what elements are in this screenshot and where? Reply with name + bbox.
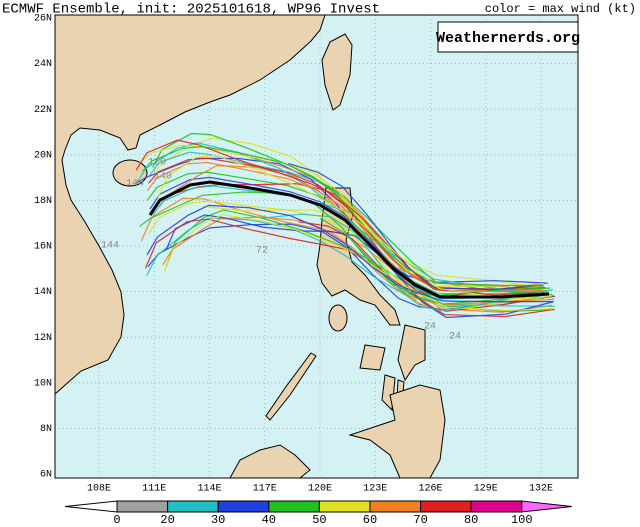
track-label: 144 <box>126 179 144 190</box>
lat-label: 8N <box>40 424 52 435</box>
lat-label: 14N <box>34 287 52 298</box>
ensemble-track <box>262 213 554 312</box>
watermark-box <box>437 21 579 53</box>
frame <box>54 14 579 479</box>
tracks <box>134 132 556 319</box>
lon-label: 111E <box>142 484 166 495</box>
lat-label: 18N <box>34 196 52 207</box>
lon-label: 123E <box>363 484 387 495</box>
colorbar-under <box>64 500 118 513</box>
lat-label: 10N <box>34 378 52 389</box>
watermark: Weathernerds.org <box>436 30 580 47</box>
lat-label: 16N <box>34 242 52 253</box>
lat-label: 6N <box>40 470 52 481</box>
lat-label: 26N <box>34 14 52 25</box>
lon-label: 114E <box>197 484 221 495</box>
colorbar-tick-label: 60 <box>363 513 377 527</box>
ensemble-track <box>144 218 556 318</box>
colorbar-segment <box>369 500 422 513</box>
colorbar-segment <box>268 500 320 513</box>
colorbar-tick-label: 20 <box>160 513 174 527</box>
title: ECMWF Ensemble, init: 2025101618, WP96 I… <box>2 2 380 18</box>
track-labels: 120 140 144 72 144 24 24 <box>101 158 461 343</box>
ensemble-track <box>165 214 554 319</box>
lon-label: 120E <box>308 484 332 495</box>
colorbar-segment <box>420 500 472 513</box>
colorbar-tick-label: 80 <box>464 513 478 527</box>
track-label: 144 <box>101 241 119 252</box>
lat-label: 24N <box>34 59 52 70</box>
lat-label: 12N <box>34 333 52 344</box>
land <box>321 33 353 111</box>
land <box>229 444 311 479</box>
legend-caption: color = max wind (kt) <box>485 2 636 16</box>
track-label: 24 <box>424 322 436 333</box>
lat-label: 20N <box>34 150 52 161</box>
land <box>397 324 426 382</box>
colorbar-tick-label: 50 <box>312 513 326 527</box>
ensemble-track <box>152 132 544 294</box>
colorbar-segment <box>116 500 169 513</box>
map: 120 140 144 72 144 24 24 Weathernerds.org <box>54 14 580 479</box>
ensemble-track <box>148 200 552 307</box>
colorbar-segment <box>167 500 219 513</box>
ensemble-track <box>146 204 553 303</box>
lon-label: 108E <box>87 484 111 495</box>
mean-track <box>148 180 550 299</box>
land <box>328 304 348 332</box>
colorbar: 0 20 30 40 50 60 70 80 100 <box>64 500 572 527</box>
track-label: 140 <box>154 172 172 183</box>
colorbar-segment <box>217 500 270 513</box>
colorbar-tick-label: 70 <box>413 513 427 527</box>
colorbar-over <box>521 500 572 513</box>
land <box>359 344 386 371</box>
colorbar-tick-label: 100 <box>511 513 533 527</box>
lon-label: 129E <box>474 484 498 495</box>
colorbar-segment <box>318 500 371 513</box>
lon-label: 126E <box>418 484 442 495</box>
lon-label: 132E <box>529 484 553 495</box>
ensemble-track <box>134 142 545 296</box>
colorbar-segment <box>470 500 523 513</box>
track-label: 24 <box>449 332 461 343</box>
lat-label: 22N <box>34 105 52 116</box>
ensemble-track <box>164 214 555 312</box>
colorbar-tick-label: 40 <box>262 513 276 527</box>
ensemble-track <box>135 139 545 296</box>
ensemble-track <box>157 154 547 300</box>
land <box>265 352 317 421</box>
track-label: 120 <box>148 158 166 169</box>
land <box>54 14 326 396</box>
colorbar-tick-label: 30 <box>211 513 225 527</box>
colorbar-tick-label: 0 <box>113 513 120 527</box>
land <box>316 187 401 326</box>
lon-label: 117E <box>253 484 277 495</box>
track-label: 72 <box>256 246 268 257</box>
ensemble-track <box>288 162 544 291</box>
